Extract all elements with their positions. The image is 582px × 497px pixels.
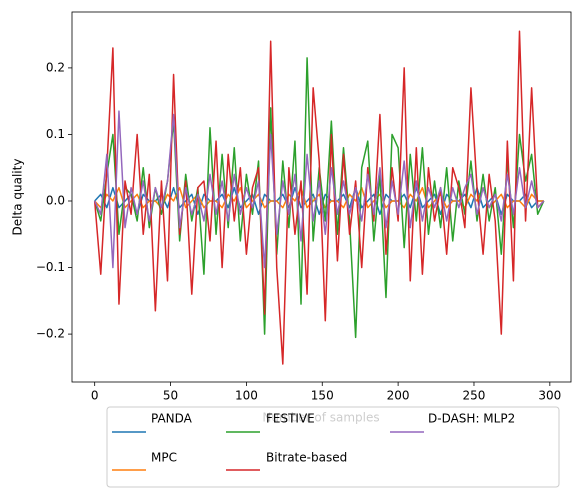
x-tick-label: 250 bbox=[463, 389, 486, 403]
y-tick-label: −0.1 bbox=[36, 260, 65, 274]
series-line bbox=[93, 110, 545, 269]
y-tick-label: 0.0 bbox=[46, 193, 65, 207]
x-tick-label: 50 bbox=[163, 389, 178, 403]
legend-label: MPC bbox=[151, 451, 177, 465]
y-tick-label: −0.2 bbox=[36, 327, 65, 341]
y-tick-label: 0.1 bbox=[46, 127, 65, 141]
legend-label: PANDA bbox=[151, 412, 193, 426]
legend-box bbox=[106, 406, 560, 488]
series-line bbox=[93, 30, 545, 365]
x-tick-label: 300 bbox=[538, 389, 561, 403]
y-axis-label: Delta quality bbox=[11, 159, 25, 236]
x-tick-label: 100 bbox=[235, 389, 258, 403]
legend-label: D-DASH: MLP2 bbox=[428, 412, 515, 426]
legend-label: FESTIVE bbox=[266, 412, 315, 426]
x-tick-label: 0 bbox=[91, 389, 99, 403]
legend-label: Bitrate-based bbox=[266, 451, 347, 465]
x-tick-label: 150 bbox=[311, 389, 334, 403]
plot-frame bbox=[71, 11, 572, 383]
x-tick-label: 200 bbox=[387, 389, 410, 403]
y-tick-label: 0.2 bbox=[46, 60, 65, 74]
